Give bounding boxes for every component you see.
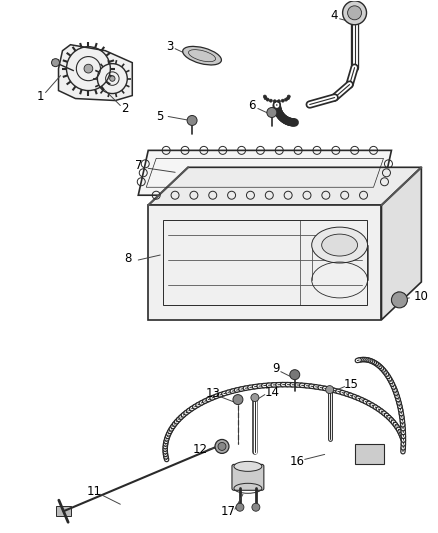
Polygon shape xyxy=(355,445,385,464)
Circle shape xyxy=(273,100,276,103)
Polygon shape xyxy=(59,45,132,101)
Polygon shape xyxy=(381,167,421,320)
Text: 8: 8 xyxy=(124,252,132,264)
Text: 4: 4 xyxy=(330,9,337,22)
Circle shape xyxy=(110,76,115,82)
Circle shape xyxy=(52,59,60,67)
Text: 6: 6 xyxy=(248,99,256,112)
Circle shape xyxy=(281,99,284,102)
Circle shape xyxy=(290,370,300,379)
Text: 15: 15 xyxy=(344,378,359,391)
Circle shape xyxy=(269,99,272,102)
Text: 11: 11 xyxy=(87,485,102,498)
Text: 10: 10 xyxy=(414,290,429,303)
Circle shape xyxy=(218,442,226,450)
Text: 16: 16 xyxy=(289,455,304,468)
Text: 5: 5 xyxy=(156,110,164,123)
Circle shape xyxy=(251,393,259,401)
Circle shape xyxy=(348,6,361,20)
Polygon shape xyxy=(148,167,421,205)
Circle shape xyxy=(286,96,290,100)
Text: 9: 9 xyxy=(272,362,279,375)
Circle shape xyxy=(233,394,243,405)
Ellipse shape xyxy=(234,462,262,471)
Circle shape xyxy=(252,503,260,511)
Ellipse shape xyxy=(183,46,222,65)
Circle shape xyxy=(267,108,277,117)
Circle shape xyxy=(264,96,267,100)
Text: 1: 1 xyxy=(37,90,44,103)
Text: 2: 2 xyxy=(122,102,129,115)
Circle shape xyxy=(285,98,287,101)
Circle shape xyxy=(326,385,334,393)
Circle shape xyxy=(343,1,367,25)
Circle shape xyxy=(266,98,269,101)
Text: 14: 14 xyxy=(264,386,279,399)
FancyBboxPatch shape xyxy=(232,464,264,490)
Text: 13: 13 xyxy=(205,387,220,400)
FancyBboxPatch shape xyxy=(56,506,71,516)
Polygon shape xyxy=(148,205,381,320)
Text: 3: 3 xyxy=(166,40,174,53)
Circle shape xyxy=(263,95,266,98)
Circle shape xyxy=(392,292,407,308)
Text: 7: 7 xyxy=(134,159,142,172)
Text: 12: 12 xyxy=(193,443,208,456)
Circle shape xyxy=(277,100,280,103)
Text: 17: 17 xyxy=(220,505,236,518)
Circle shape xyxy=(187,116,197,125)
Polygon shape xyxy=(138,150,392,195)
Ellipse shape xyxy=(312,227,367,263)
Circle shape xyxy=(84,64,93,73)
Circle shape xyxy=(236,503,244,511)
Ellipse shape xyxy=(321,234,357,256)
Circle shape xyxy=(287,95,290,98)
Circle shape xyxy=(215,439,229,454)
